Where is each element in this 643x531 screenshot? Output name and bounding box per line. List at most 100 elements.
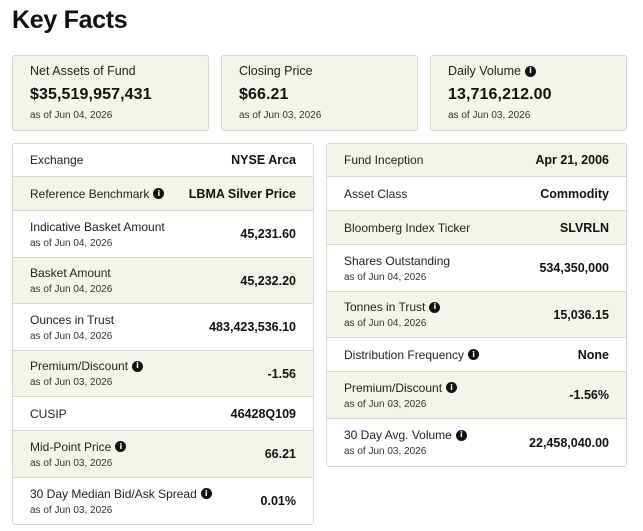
fact-value: Commodity bbox=[540, 186, 609, 201]
fact-label-row: Ounces in Trust bbox=[30, 313, 114, 327]
card-label: Closing Price bbox=[239, 64, 313, 78]
fact-label-row: Distribution Frequency i bbox=[344, 347, 480, 362]
fact-label: Premium/Discount bbox=[344, 380, 443, 395]
fact-value: -1.56 bbox=[267, 366, 297, 381]
info-icon[interactable]: i bbox=[153, 188, 165, 199]
fact-label-row: Tonnes in Trust i bbox=[344, 300, 441, 314]
info-icon[interactable]: i bbox=[446, 382, 458, 393]
fact-label-row: CUSIP bbox=[30, 407, 67, 421]
fact-label-group: 30 Day Median Bid/Ask Spread i as of Jun 0… bbox=[30, 487, 212, 516]
fact-row-mid-point-price: Mid-Point Price i as of Jun 03, 2026 66.21 bbox=[13, 431, 313, 478]
info-icon[interactable]: i bbox=[524, 65, 536, 77]
fact-value: Apr 21, 2006 bbox=[535, 153, 609, 167]
fact-label-group: Shares Outstanding as of Jun 04, 2026 bbox=[344, 254, 450, 283]
info-icon[interactable]: i bbox=[455, 429, 467, 441]
fact-label: CUSIP bbox=[30, 406, 67, 421]
fact-label-row: Basket Amount bbox=[30, 266, 112, 280]
fact-label-group: Basket Amount as of Jun 04, 2026 bbox=[30, 266, 112, 295]
fact-date: as of Jun 03, 2026 bbox=[344, 446, 427, 457]
fact-label: Bloomberg Index Ticker bbox=[344, 220, 471, 235]
fact-label-row: Premium/Discount i bbox=[344, 380, 458, 395]
fact-row-tonnes-in-trust: Tonnes in Trust i as of Jun 04, 2026 15,036… bbox=[327, 292, 626, 338]
fact-date: as of Jun 04, 2026 bbox=[30, 330, 113, 342]
fact-label: 30 Day Avg. Volume bbox=[344, 428, 452, 442]
card-label: Daily Volume bbox=[448, 64, 521, 78]
fact-date: as of Jun 04, 2026 bbox=[30, 237, 113, 249]
fact-label-group: Premium/Discount i as of Jun 03, 2026 bbox=[344, 380, 458, 410]
fact-label-row: Reference Benchmark i bbox=[30, 187, 165, 201]
card-value: $66.21 bbox=[239, 86, 289, 103]
fact-label-row: Mid-Point Price i bbox=[30, 439, 127, 454]
info-icon[interactable]: i bbox=[132, 360, 144, 372]
fact-label: Distribution Frequency bbox=[344, 347, 465, 362]
fact-label-group: Distribution Frequency i bbox=[344, 347, 480, 362]
info-icon[interactable]: i bbox=[200, 488, 212, 499]
fact-label: Mid-Point Price bbox=[30, 439, 112, 454]
fact-date: as of Jun 03, 2026 bbox=[344, 398, 427, 410]
fact-label: Shares Outstanding bbox=[344, 253, 451, 268]
fact-label-group: Premium/Discount i as of Jun 03, 2026 bbox=[30, 359, 144, 388]
fact-label-group: Fund Inception bbox=[344, 153, 423, 167]
fact-value: 45,232.20 bbox=[240, 273, 296, 288]
fact-label-group: Exchange bbox=[30, 153, 83, 167]
card-date: as of Jun 03, 2026 bbox=[239, 110, 322, 121]
fact-label: Exchange bbox=[30, 153, 84, 167]
fact-date: as of Jun 04, 2026 bbox=[344, 271, 427, 283]
fact-label: Tonnes in Trust bbox=[344, 300, 426, 314]
key-facts-right-table: Fund Inception Apr 21, 2006 Asset Class Com… bbox=[326, 143, 627, 467]
fact-row-distribution-frequency: Distribution Frequency i None bbox=[327, 338, 626, 372]
fact-row-premium-discount: Premium/Discount i as of Jun 03, 2026 -1.56 bbox=[13, 351, 313, 397]
fact-label: Fund Inception bbox=[344, 153, 424, 167]
fact-label: Ounces in Trust bbox=[30, 312, 115, 327]
fact-label-row: Indicative Basket Amount bbox=[30, 220, 165, 234]
card-date: as of Jun 04, 2026 bbox=[30, 110, 113, 121]
fact-value: NYSE Arca bbox=[231, 153, 296, 167]
fact-value: -1.56% bbox=[569, 388, 609, 402]
fact-row-fund-inception: Fund Inception Apr 21, 2006 bbox=[327, 144, 626, 177]
fact-value: None bbox=[577, 347, 609, 362]
fact-row-indicative-basket-amount: Indicative Basket Amount as of Jun 04, 20… bbox=[13, 211, 313, 258]
fact-value: 483,423,536.10 bbox=[209, 320, 296, 334]
fact-label-group: Mid-Point Price i as of Jun 03, 2026 bbox=[30, 439, 127, 469]
fact-label-row: 30 Day Median Bid/Ask Spread i bbox=[30, 487, 212, 501]
fact-row-bloomberg-index-ticker: Bloomberg Index Ticker SLVRLN bbox=[327, 211, 626, 245]
fact-label-group: Reference Benchmark i bbox=[30, 187, 165, 201]
info-icon[interactable]: i bbox=[429, 301, 441, 313]
fact-label-row: Bloomberg Index Ticker bbox=[344, 221, 470, 235]
fact-value: 45,231.60 bbox=[240, 227, 296, 241]
fact-row-reference-benchmark: Reference Benchmark i LBMA Silver Price bbox=[13, 177, 313, 211]
fact-row-basket-amount: Basket Amount as of Jun 04, 2026 45,232.20 bbox=[13, 258, 313, 304]
card-label: Net Assets of Fund bbox=[30, 64, 136, 78]
fact-value: SLVRLN bbox=[559, 220, 609, 235]
fact-label: Basket Amount bbox=[30, 266, 111, 280]
fact-label-row: Exchange bbox=[30, 153, 83, 167]
fact-date: as of Jun 04, 2026 bbox=[30, 284, 113, 295]
card-daily-volume: Daily Volume i 13,716,212.00 as of Jun 0… bbox=[430, 55, 627, 131]
fact-value: LBMA Silver Price bbox=[188, 186, 296, 201]
fact-row-cusip: CUSIP 46428Q109 bbox=[13, 397, 313, 431]
card-date: as of Jun 03, 2026 bbox=[448, 110, 531, 121]
fact-label-row: Shares Outstanding bbox=[344, 254, 450, 268]
fact-label: Asset Class bbox=[344, 186, 408, 201]
card-value: 13,716,212.00 bbox=[448, 86, 552, 103]
info-icon[interactable]: i bbox=[468, 349, 480, 360]
fact-date: as of Jun 03, 2026 bbox=[30, 457, 113, 469]
info-icon[interactable]: i bbox=[115, 441, 127, 452]
fact-label-row: Premium/Discount i bbox=[30, 359, 144, 373]
fact-row-asset-class: Asset Class Commodity bbox=[327, 177, 626, 211]
fact-value: 534,350,000 bbox=[539, 261, 609, 275]
key-facts-left-table: Exchange NYSE Arca Reference Benchmark i LBM… bbox=[12, 143, 314, 525]
fact-label-row: Asset Class bbox=[344, 187, 407, 201]
fact-row-shares-outstanding: Shares Outstanding as of Jun 04, 2026 534,… bbox=[327, 245, 626, 292]
fact-value: 22,458,040.00 bbox=[529, 435, 609, 450]
fact-label-group: Asset Class bbox=[344, 187, 407, 201]
fact-date: as of Jun 04, 2026 bbox=[344, 318, 427, 329]
fact-value: 46428Q109 bbox=[230, 406, 296, 421]
fact-label-group: CUSIP bbox=[30, 407, 67, 421]
fact-value: 66.21 bbox=[264, 447, 296, 461]
fact-label-row: 30 Day Avg. Volume i bbox=[344, 428, 467, 442]
fact-row-30-day-median-bid-ask-spread: 30 Day Median Bid/Ask Spread i as of Jun 0… bbox=[13, 478, 313, 524]
fact-row-ounces-in-trust: Ounces in Trust as of Jun 04, 2026 483,423… bbox=[13, 304, 313, 351]
fact-label: 30 Day Median Bid/Ask Spread bbox=[30, 486, 197, 501]
fact-date: as of Jun 03, 2026 bbox=[30, 377, 113, 388]
